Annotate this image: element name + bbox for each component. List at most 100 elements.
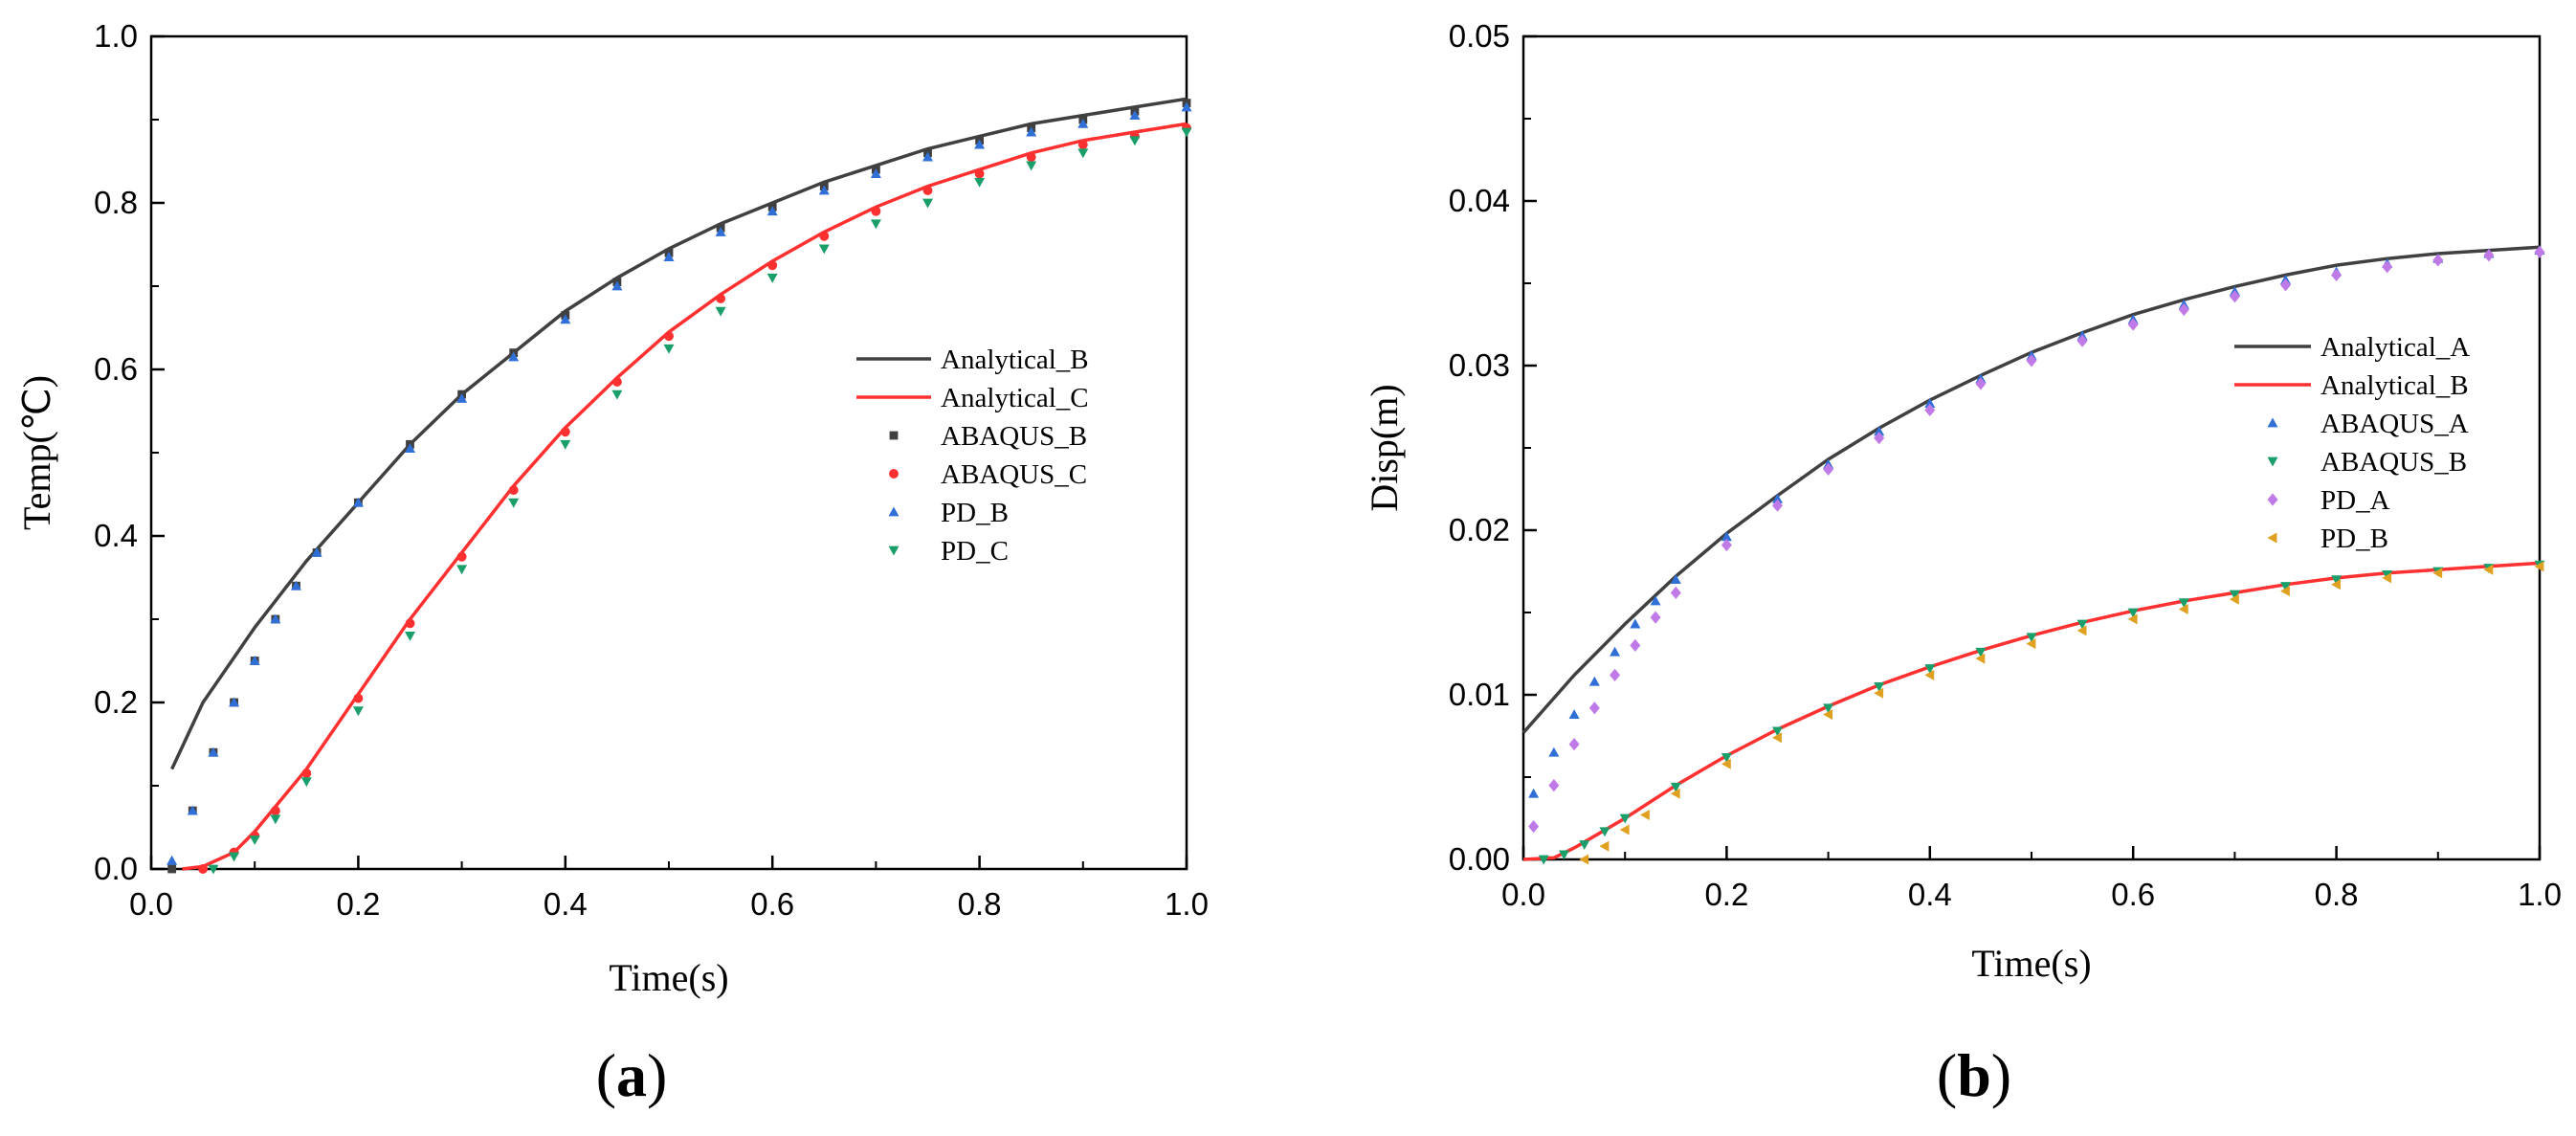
marker-a-abaqus-b-point-0: [167, 864, 177, 874]
x-tick-label-b-1: 0.2: [1704, 877, 1748, 912]
marker-b-abaqus-b-point-8: [1823, 703, 1834, 714]
marker-a-abaqus-c-point-12: [716, 294, 726, 303]
marker-b-abaqus-b-point-13: [2076, 619, 2088, 630]
marker-a-pd-c-point-21: [1181, 127, 1192, 138]
marker-a-abaqus-c-point-13: [767, 260, 778, 271]
marker-b-pd-a-point-20: [2331, 268, 2343, 281]
x-tick-label-a-2: 0.4: [544, 886, 588, 922]
marker-a-pd-b-point-16: [766, 206, 778, 216]
marker-b-abaqus-a-point-6: [1650, 595, 1661, 606]
marker-b-abaqus-b-point-4: [1619, 813, 1631, 824]
marker-a-abaqus-c-point-16: [922, 186, 933, 195]
series-group-b: [1521, 245, 2545, 865]
marker-a-pd-b-point-18: [870, 168, 881, 178]
x-axis-label-b: Time(s): [1971, 942, 2091, 985]
marker-b-pd-b-point-1: [1599, 840, 1610, 852]
marker-b-abaqus-a-point-3: [1588, 676, 1600, 686]
legend-item-b-pd-a: PD_A: [2267, 485, 2390, 516]
marker-b-abaqus-b-point-18: [2331, 575, 2343, 586]
marker-b-pd-a-point-7: [1670, 586, 1681, 599]
x-tick-label-b-4: 0.8: [2315, 877, 2359, 912]
y-tick-label-b-2: 0.02: [1449, 512, 1510, 547]
marker-b-abaqus-b-point-2: [1579, 840, 1590, 851]
legend-swatch-a-pd-c-point-0: [888, 546, 899, 556]
legend-swatch-a-abaqus-c-point-0: [889, 469, 899, 479]
marker-a-pd-b-point-17: [818, 185, 830, 195]
y-tick-label-a-5: 1.0: [94, 18, 138, 54]
y-tick-label-a-1: 0.2: [94, 684, 138, 720]
marker-a-abaqus-c-point-14: [819, 231, 830, 241]
marker-b-pd-a-point-4: [1610, 668, 1621, 681]
y-tick-label-b-1: 0.01: [1449, 677, 1510, 712]
marker-a-pd-c-point-13: [766, 273, 778, 283]
marker-a-pd-b-point-12: [560, 314, 571, 324]
marker-a-pd-b-point-11: [508, 351, 520, 362]
legend-label-b-analytical-b: Analytical_B: [2321, 370, 2469, 401]
legend-b: Analytical_A Analytical_B ABAQUS_A ABAQUS_B…: [2234, 332, 2470, 554]
marker-b-pd-a-point-9: [1772, 499, 1783, 512]
legend-swatch-b-abaqus-a-point-0: [2267, 417, 2278, 428]
y-tick-label-a-2: 0.4: [94, 518, 138, 553]
marker-b-pd-b-point-21: [2534, 561, 2544, 572]
marker-b-pd-a-point-22: [2432, 254, 2444, 267]
marker-b-abaqus-b-point-11: [1975, 647, 1987, 657]
marker-b-abaqus-a-point-12: [1924, 398, 1936, 408]
marker-a-pd-b-point-13: [611, 280, 623, 291]
legend-label-b-analytical-a: Analytical_A: [2321, 332, 2470, 363]
y-axis-label-a: Temp(℃): [15, 375, 58, 530]
legend-swatch-b-pd-b-point-0: [2267, 532, 2277, 544]
marker-b-pd-b-point-7: [1823, 709, 1832, 721]
marker-b-pd-b-point-3: [1639, 810, 1650, 821]
legend-swatch-b-abaqus-b-point-0: [2267, 457, 2278, 467]
series-a-pd-b: [167, 101, 1192, 865]
marker-a-pd-b-point-22: [1077, 118, 1089, 128]
marker-a-pd-b-point-21: [1026, 126, 1037, 137]
marker-b-abaqus-a-point-11: [1874, 426, 1885, 436]
series-a-pd-c: [208, 127, 1192, 875]
marker-a-pd-b-point-1: [187, 805, 198, 815]
marker-b-pd-b-point-19: [2432, 568, 2443, 579]
y-tick-label-b-0: 0.00: [1449, 841, 1510, 877]
marker-b-abaqus-a-point-5: [1630, 618, 1641, 629]
marker-b-pd-a-point-21: [2382, 260, 2393, 274]
panel-label-b: (b): [1937, 1041, 2011, 1109]
legend-label-a-abaqus-b: ABAQUS_B: [941, 421, 1087, 452]
marker-b-abaqus-b-point-10: [1924, 664, 1936, 674]
y-tick-label-b-4: 0.04: [1449, 183, 1510, 218]
marker-b-pd-a-point-13: [1975, 377, 1987, 390]
marker-b-abaqus-a-point-8: [1721, 531, 1732, 542]
marker-b-pd-a-point-1: [1548, 779, 1560, 792]
marker-b-abaqus-b-point-12: [2026, 633, 2037, 643]
x-axis-label-a: Time(s): [609, 956, 728, 999]
marker-a-pd-c-point-19: [1077, 148, 1089, 159]
marker-b-abaqus-b-point-0: [1538, 855, 1549, 865]
chart-panel-b: 0.0 0.2 0.4 0.6 0.8 1.0 0.000.010.020.030.040…: [1363, 18, 2562, 1109]
line-b-analytical-b: [1522, 561, 2541, 861]
legend-a: Analytical_B Analytical_C ABAQUS_B ABAQUS_C…: [856, 345, 1089, 567]
series-a-analytical-c: [182, 122, 1188, 871]
marker-a-pd-b-point-5: [270, 613, 281, 624]
marker-b-pd-a-point-10: [1823, 462, 1834, 476]
panel-label-a: (a): [596, 1041, 668, 1109]
marker-a-pd-c-point-3: [270, 814, 281, 825]
marker-b-pd-a-point-14: [2026, 354, 2037, 368]
marker-a-pd-b-point-9: [405, 443, 415, 454]
marker-b-pd-a-point-5: [1630, 638, 1641, 652]
marker-a-abaqus-c-point-9: [560, 427, 570, 437]
marker-b-abaqus-a-point-1: [1548, 746, 1560, 757]
marker-a-abaqus-c-point-6: [405, 618, 415, 629]
marker-a-pd-b-point-3: [229, 697, 240, 707]
line-a-analytical-c: [182, 122, 1188, 871]
marker-b-pd-b-point-4: [1670, 788, 1680, 799]
marker-a-pd-b-point-19: [922, 151, 933, 162]
legend-item-a-pd-c: PD_C: [888, 536, 1009, 567]
axis-ticks-a: [149, 34, 1188, 871]
marker-b-pd-b-point-8: [1874, 687, 1884, 699]
marker-b-pd-a-point-3: [1588, 702, 1600, 715]
y-axis-label-b: Disp(m): [1363, 384, 1406, 511]
x-tick-label-b-5: 1.0: [2518, 877, 2562, 912]
legend-item-a-abaqus-c: ABAQUS_C: [889, 459, 1087, 490]
marker-a-abaqus-c-point-10: [611, 377, 622, 387]
marker-b-pd-b-point-6: [1772, 732, 1782, 744]
marker-a-pd-b-point-15: [715, 226, 726, 236]
